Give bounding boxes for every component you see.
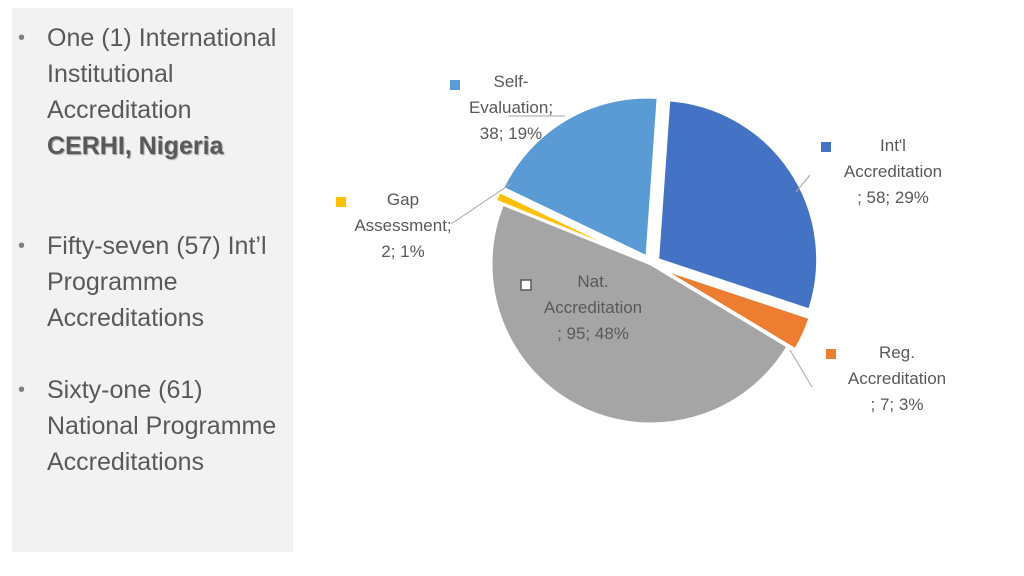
legend-key-icon <box>826 349 836 359</box>
pie-slice <box>656 98 820 312</box>
leader-line <box>789 349 813 388</box>
bullet-item-national-programme: • Sixty-one (61) National Programme Accr… <box>12 372 287 480</box>
data-label: Gap Assessment; 2; 1% <box>354 190 451 261</box>
bullet-text: Sixty-one (61) National Programme Accred… <box>47 376 277 476</box>
side-panel: • One (1) International Institutional Ac… <box>12 8 293 552</box>
legend-key-icon <box>520 279 532 291</box>
legend-key-icon <box>821 142 831 152</box>
pie-slice <box>657 265 812 352</box>
bullet-dot-icon: • <box>18 27 26 49</box>
bullet-dot-icon: • <box>18 235 26 257</box>
leader-line <box>450 182 513 225</box>
legend-key-icon <box>336 197 346 207</box>
bullet-emphasis: CERHI, Nigeria <box>47 132 224 160</box>
leader-line <box>795 174 811 193</box>
bullet-item-intl-programme: • Fifty-seven (57) Int’l Programme Accre… <box>12 228 287 336</box>
data-label: Int'l Accreditation; 58; 29% <box>844 136 942 207</box>
legend-key-icon <box>450 80 460 90</box>
data-label: Nat. Accreditation; 95; 48% <box>544 272 642 343</box>
pie-slice <box>489 202 791 426</box>
data-label: Self-Evaluation; 38; 19% <box>469 72 553 143</box>
pie-slice <box>500 95 660 260</box>
bullet-dot-icon: • <box>18 379 26 401</box>
data-label: Reg. Accreditation; 7; 3% <box>848 343 946 414</box>
bullet-text: One (1) International Institutional Accr… <box>47 24 277 124</box>
bullet-item-institutional: • One (1) International Institutional Ac… <box>12 20 287 164</box>
bullet-text: Fifty-seven (57) Int’l Programme Accredi… <box>47 232 267 332</box>
